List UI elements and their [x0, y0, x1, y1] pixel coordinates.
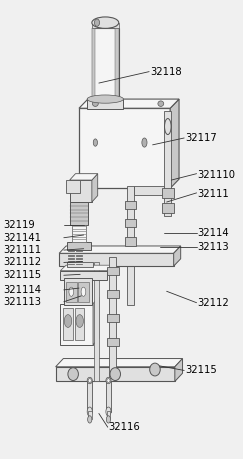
Bar: [107, 267, 119, 275]
Bar: [63, 308, 73, 340]
Bar: [125, 201, 136, 209]
Polygon shape: [60, 265, 113, 271]
Bar: [125, 219, 136, 227]
Bar: [78, 282, 89, 302]
Bar: [87, 99, 123, 109]
Bar: [107, 313, 119, 322]
Bar: [106, 381, 111, 412]
Bar: [162, 188, 174, 198]
Polygon shape: [59, 246, 181, 253]
Text: 32111: 32111: [197, 189, 229, 199]
Ellipse shape: [110, 368, 121, 381]
Bar: [67, 263, 93, 267]
Bar: [115, 28, 119, 99]
Ellipse shape: [88, 416, 92, 423]
Bar: [56, 367, 175, 381]
Polygon shape: [175, 358, 182, 381]
Bar: [109, 257, 116, 378]
Text: 32113: 32113: [197, 242, 229, 252]
Text: 321110: 321110: [197, 169, 235, 179]
Text: 32118: 32118: [150, 67, 182, 77]
Bar: [134, 186, 164, 195]
Bar: [107, 290, 119, 298]
Ellipse shape: [106, 416, 111, 423]
Ellipse shape: [87, 407, 92, 416]
Bar: [92, 28, 95, 99]
Bar: [125, 237, 136, 246]
Bar: [127, 186, 134, 305]
Bar: [162, 203, 174, 213]
Polygon shape: [92, 174, 98, 202]
Ellipse shape: [69, 287, 74, 297]
Bar: [107, 411, 110, 420]
Bar: [164, 111, 171, 216]
Ellipse shape: [92, 17, 119, 28]
Ellipse shape: [68, 368, 78, 381]
Ellipse shape: [142, 138, 147, 147]
Bar: [79, 108, 170, 188]
Bar: [107, 338, 119, 346]
Text: 321112: 321112: [3, 257, 41, 268]
Ellipse shape: [76, 314, 83, 327]
Bar: [87, 381, 92, 412]
Ellipse shape: [106, 407, 111, 416]
Ellipse shape: [87, 377, 92, 384]
Text: 321114: 321114: [3, 285, 41, 295]
Text: 321141: 321141: [3, 233, 41, 243]
Bar: [88, 411, 92, 420]
Bar: [70, 180, 92, 202]
Bar: [67, 242, 91, 250]
Bar: [92, 28, 119, 99]
Text: 32114: 32114: [197, 228, 229, 238]
Ellipse shape: [88, 379, 91, 382]
Ellipse shape: [158, 101, 164, 106]
Bar: [60, 271, 107, 280]
Text: 32116: 32116: [108, 422, 140, 432]
Bar: [59, 253, 174, 266]
Polygon shape: [93, 297, 99, 345]
Bar: [92, 22, 119, 28]
Ellipse shape: [87, 95, 123, 103]
Ellipse shape: [150, 363, 160, 376]
Ellipse shape: [64, 314, 72, 327]
Bar: [66, 282, 77, 302]
Polygon shape: [174, 246, 181, 266]
Text: 32119: 32119: [3, 220, 35, 230]
Text: 321111: 321111: [3, 245, 41, 255]
Ellipse shape: [106, 377, 111, 384]
Bar: [72, 225, 86, 243]
Polygon shape: [56, 358, 182, 367]
Polygon shape: [70, 174, 98, 180]
Ellipse shape: [93, 139, 97, 146]
Bar: [60, 304, 93, 345]
Text: 321113: 321113: [3, 297, 41, 307]
Bar: [64, 279, 92, 305]
Text: 321115: 321115: [3, 270, 41, 280]
Bar: [75, 308, 84, 340]
Polygon shape: [170, 99, 179, 188]
Text: 32115: 32115: [185, 365, 217, 375]
Bar: [70, 202, 88, 225]
Text: 32112: 32112: [197, 298, 229, 308]
Bar: [94, 263, 99, 381]
Ellipse shape: [107, 379, 110, 382]
Ellipse shape: [92, 101, 98, 106]
Ellipse shape: [81, 287, 86, 297]
Bar: [66, 180, 80, 193]
Ellipse shape: [95, 19, 100, 26]
Text: 32117: 32117: [185, 133, 217, 143]
Polygon shape: [79, 99, 179, 108]
